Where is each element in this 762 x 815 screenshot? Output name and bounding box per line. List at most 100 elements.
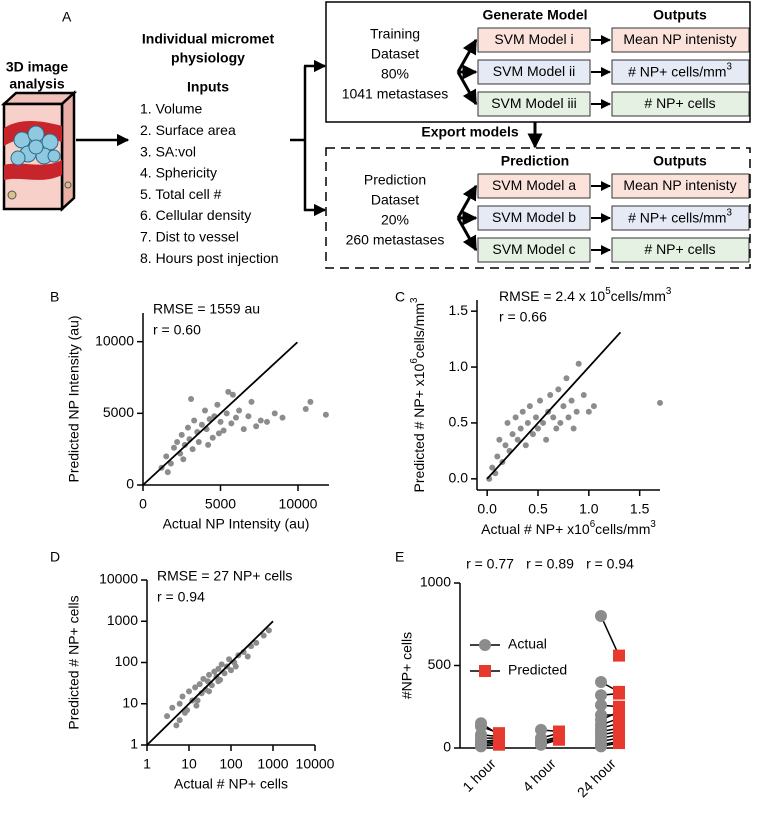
arrow: [456, 184, 478, 219]
y-axis-label: Predicted # NP+ cells: [66, 595, 82, 729]
point: [524, 419, 531, 426]
point: [196, 681, 203, 688]
point: [529, 431, 536, 438]
point: [180, 456, 187, 463]
point: [502, 442, 509, 449]
panel-label: A: [62, 9, 72, 25]
annotation: r = 0.60: [153, 322, 201, 338]
point: [257, 417, 264, 424]
identity-line: [146, 620, 274, 746]
output-label: # NP+ cells/mm3: [628, 208, 732, 226]
annotation: RMSE = 2.4 x 105cells/mm3: [499, 286, 672, 304]
point: [517, 425, 524, 432]
point: [225, 388, 232, 395]
input-item: 7. Dist to vessel: [140, 229, 239, 245]
point: [613, 687, 625, 700]
input-item: 4. Sphericity: [140, 165, 217, 181]
point: [244, 653, 251, 660]
output-box: [611, 27, 750, 53]
dataset-label: 1041 metastases: [342, 86, 449, 102]
y-tick-label: 100: [115, 653, 139, 669]
text-part: RMSE = 2.4 x 10: [499, 288, 605, 304]
point: [193, 702, 200, 709]
point: [206, 671, 213, 678]
point: [215, 665, 222, 672]
text-part: 3: [650, 519, 656, 530]
model-box: [477, 173, 591, 199]
point: [553, 425, 560, 432]
point: [217, 418, 224, 425]
point: [221, 670, 228, 677]
x-axis-label: Actual # NP+ x106cells/mm3: [481, 519, 656, 537]
point: [189, 446, 196, 453]
model-box: [477, 27, 591, 53]
point: [181, 441, 188, 448]
x-tick-label: 1: [143, 756, 151, 772]
text-part: cells/mm: [411, 303, 427, 358]
point: [209, 434, 216, 441]
cell: [7, 190, 17, 200]
point: [307, 398, 314, 405]
annotation: r = 0.89: [526, 556, 574, 572]
panel-label: C: [395, 289, 405, 305]
point: [228, 667, 234, 674]
outputs-heading: Outputs: [653, 153, 707, 169]
point: [194, 697, 201, 704]
text-part: cells/mm: [595, 521, 650, 537]
annotation: RMSE = 27 NP+ cells: [157, 568, 292, 584]
point: [555, 386, 562, 393]
y-tick-label: 0.5: [449, 414, 469, 430]
models-heading: Generate Model: [482, 7, 587, 23]
panel-label: D: [50, 549, 60, 565]
point: [178, 431, 185, 438]
y-tick-label: 0: [126, 476, 134, 492]
point: [590, 403, 597, 410]
point: [215, 678, 222, 685]
panel-label: B: [50, 289, 59, 305]
point: [233, 414, 239, 421]
annotation: r = 0.77: [466, 556, 514, 572]
point: [200, 675, 207, 682]
point: [184, 424, 191, 431]
text-part: # NP+ cells/mm: [628, 209, 726, 225]
point: [179, 693, 186, 700]
point: [279, 414, 286, 421]
point: [595, 689, 607, 702]
text-part: 6: [409, 358, 420, 364]
models-heading: Prediction: [501, 153, 569, 169]
y-tick-label: 10000: [95, 332, 134, 348]
point: [568, 397, 575, 404]
point: [302, 406, 309, 413]
point: [494, 453, 501, 460]
point: [171, 444, 177, 451]
point: [228, 420, 235, 427]
point: [493, 735, 505, 748]
arrow: [456, 38, 478, 73]
point: [173, 722, 180, 729]
model-label: SVM Model iii: [491, 95, 577, 111]
point: [550, 414, 557, 421]
cube-side: [60, 90, 76, 212]
point: [169, 704, 176, 711]
y-tick-label: 1.5: [449, 302, 469, 318]
input-item: 8. Hours post injection: [140, 250, 279, 266]
point: [570, 425, 577, 432]
identity-line: [142, 341, 298, 486]
annotation: r = 0.66: [499, 309, 547, 325]
panel-label: E: [395, 549, 404, 565]
point: [253, 423, 260, 430]
point: [514, 436, 521, 443]
x-tick-label: 10000: [296, 756, 335, 772]
point: [176, 700, 183, 707]
output-label: Mean NP intenisty: [623, 177, 736, 193]
text-part: 6: [590, 519, 596, 530]
cell: [64, 181, 72, 189]
point: [504, 419, 511, 426]
text-part: Predicted # NP+ x10: [411, 363, 427, 492]
dataset-label: Prediction: [364, 172, 426, 188]
y-axis-label: Predicted NP Intensity (au): [66, 315, 82, 482]
x-tick-label: 0: [139, 496, 147, 512]
point: [547, 392, 554, 398]
point: [475, 717, 487, 730]
point: [214, 401, 221, 408]
